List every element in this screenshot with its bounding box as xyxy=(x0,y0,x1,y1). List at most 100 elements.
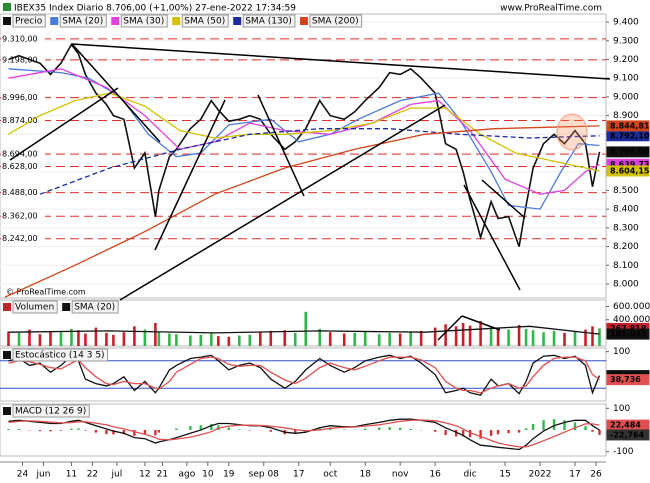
x-tick-label: jul xyxy=(111,470,123,480)
y-tick-label: 8.200 xyxy=(613,242,639,252)
histogram-bar xyxy=(59,430,63,431)
volume-bar xyxy=(552,330,556,346)
volume-bar xyxy=(199,334,203,346)
volume-bar xyxy=(293,332,297,346)
end-label-bg xyxy=(606,429,650,441)
histogram-bar xyxy=(461,430,465,437)
end-label-bg xyxy=(606,120,650,132)
histogram-bar xyxy=(199,425,203,430)
histogram-bar xyxy=(294,430,297,434)
y-tick-label: 8.500 xyxy=(613,186,639,196)
y-tick-label: -100 xyxy=(613,447,634,457)
legend-bg xyxy=(181,14,229,28)
legend-swatch xyxy=(62,303,71,311)
y-tick-label: 100 xyxy=(613,404,630,414)
level-label-bg xyxy=(1,92,45,103)
volume-bar xyxy=(409,332,412,346)
legend-label: SMA (200) xyxy=(312,17,359,27)
volume-bar xyxy=(258,332,262,346)
histogram-bar xyxy=(269,430,272,432)
histogram-bar xyxy=(210,423,213,430)
y-tick-label: 400.000 xyxy=(613,315,650,325)
legend-swatch xyxy=(3,351,11,359)
x-tick-label: jun xyxy=(36,470,51,480)
histogram-bar xyxy=(70,428,73,430)
end-label: 8.792,10 xyxy=(610,131,650,140)
panel-frame xyxy=(0,403,607,457)
series-line xyxy=(8,325,600,335)
level-label: 8.242,00 xyxy=(2,234,38,243)
volume-bar xyxy=(524,328,528,346)
panel-frame xyxy=(0,299,607,347)
legend-bg xyxy=(120,14,168,28)
y-tick-label: 9.400 xyxy=(613,18,639,28)
end-label: 22,484 xyxy=(610,421,641,430)
histogram-bar xyxy=(598,430,601,435)
level-label: 9.198,00 xyxy=(2,55,38,64)
volume-bar xyxy=(377,334,381,346)
histogram-bar xyxy=(468,430,472,438)
series-line xyxy=(8,418,600,451)
end-label-bg xyxy=(606,146,650,158)
legend-bg xyxy=(71,300,119,314)
volume-bar xyxy=(454,326,458,346)
y-tick-label: 8.900 xyxy=(613,111,639,121)
x-tick-label: nov xyxy=(392,470,409,480)
histogram-bar xyxy=(542,420,545,430)
level-label-bg xyxy=(1,33,45,44)
end-label: 38,736 xyxy=(610,375,641,384)
trendline xyxy=(119,104,446,301)
y-tick-label: 600.000 xyxy=(613,302,650,312)
x-tick-label: 17 xyxy=(293,470,304,480)
volume-bar xyxy=(77,330,80,346)
histogram-bar xyxy=(38,430,42,432)
histogram-bar xyxy=(531,423,535,430)
volume-bar xyxy=(573,331,577,346)
histogram-bar xyxy=(573,422,577,430)
histogram-bar xyxy=(238,429,241,430)
volume-bar xyxy=(531,330,535,346)
legend-swatch xyxy=(3,17,11,25)
legend-label: SMA (130) xyxy=(245,17,292,27)
series-line xyxy=(8,43,601,247)
legend-bg xyxy=(12,14,46,28)
legend-label: MACD (12 26 9) xyxy=(15,407,86,417)
level-label: 8.874,00 xyxy=(2,116,38,125)
volume-bar xyxy=(444,324,447,346)
level-label-bg xyxy=(1,149,45,160)
level-label: 8.996,00 xyxy=(2,93,38,102)
volume-bar xyxy=(133,326,136,346)
histogram-bar xyxy=(433,430,437,432)
legend-bg xyxy=(309,14,363,28)
legend-label: SMA (30) xyxy=(123,17,164,27)
trendline xyxy=(437,315,463,341)
end-label: 181.043 xyxy=(610,330,646,339)
histogram-bar xyxy=(49,430,52,432)
volume-bar xyxy=(7,331,10,346)
volume-bar xyxy=(168,333,171,346)
volume-bar xyxy=(238,335,241,346)
volume-bar xyxy=(227,336,231,346)
volume-bar xyxy=(318,328,322,346)
end-label: 8.639,73 xyxy=(610,160,649,169)
volume-bar xyxy=(584,329,587,346)
histogram-bar xyxy=(398,427,402,430)
legend-swatch xyxy=(172,17,181,25)
volume-bar xyxy=(328,332,332,346)
y-tick-label: 9.000 xyxy=(613,92,639,102)
histogram-bar xyxy=(175,428,178,430)
histogram-bar xyxy=(154,430,157,436)
y-tick-label: 9.100 xyxy=(613,74,639,84)
trendlines xyxy=(9,43,611,341)
x-tick-label: 26 xyxy=(590,470,602,480)
legend-swatch xyxy=(299,17,308,25)
volume-bar xyxy=(105,332,108,346)
end-label-bg xyxy=(606,328,650,340)
legend-label: SMA (20) xyxy=(62,17,103,27)
series-line xyxy=(39,128,600,195)
level-label: 8.362,00 xyxy=(2,212,38,221)
trendline xyxy=(154,99,226,251)
